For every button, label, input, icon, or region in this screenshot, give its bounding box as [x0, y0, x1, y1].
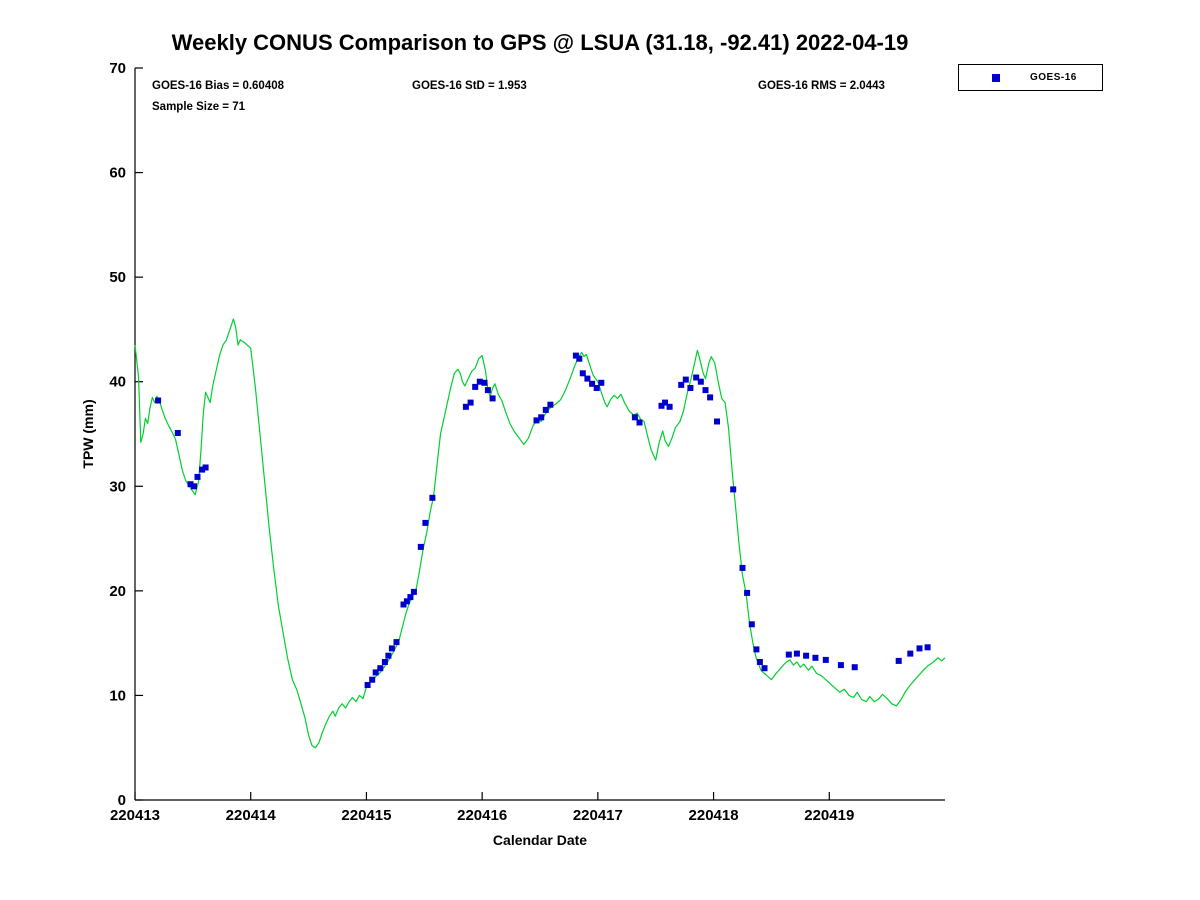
goes16-marker — [400, 601, 407, 608]
goes16-marker — [542, 406, 549, 413]
goes16-marker — [702, 387, 709, 394]
goes16-marker — [429, 494, 436, 501]
goes16-marker — [822, 656, 829, 663]
goes16-marker — [682, 376, 689, 383]
chart-title: Weekly CONUS Comparison to GPS @ LSUA (3… — [171, 30, 909, 55]
goes16-marker — [472, 383, 479, 390]
goes16-marker — [598, 379, 605, 386]
goes16-marker — [693, 374, 700, 381]
goes16-marker — [579, 370, 586, 377]
goes16-marker — [793, 650, 800, 657]
goes16-marker — [576, 355, 583, 362]
stat-rms: GOES-16 RMS = 2.0443 — [758, 80, 885, 92]
stat-sample-size: Sample Size = 71 — [152, 101, 246, 113]
goes16-marker — [385, 652, 392, 659]
legend-label: GOES-16 — [1030, 72, 1077, 83]
goes16-marker — [417, 543, 424, 550]
goes16-marker — [589, 380, 596, 387]
goes16-marker — [739, 564, 746, 571]
goes16-marker — [756, 659, 763, 665]
goes16-marker — [803, 652, 810, 659]
goes16-marker — [658, 402, 665, 409]
goes16-marker — [584, 375, 591, 382]
x-axis-label: Calendar Date — [492, 832, 588, 848]
goes16-marker — [393, 639, 400, 646]
goes16-marker — [785, 651, 792, 658]
goes16-marker — [372, 669, 379, 676]
goes16-marker — [662, 399, 668, 406]
goes16-marker — [202, 464, 209, 471]
y-tick-label: 70 — [109, 60, 126, 77]
goes16-marker — [187, 481, 194, 488]
goes16-marker — [410, 588, 417, 595]
x-tick-label: 220413 — [110, 807, 160, 824]
x-tick-label: 220414 — [226, 807, 277, 824]
goes16-marker — [381, 659, 388, 665]
goes16-marker — [761, 665, 768, 672]
goes16-marker — [364, 682, 371, 688]
goes16-marker — [631, 414, 638, 421]
goes16-marker — [907, 650, 914, 657]
goes16-marker — [707, 394, 714, 401]
goes16-marker — [422, 519, 429, 526]
goes16-marker — [538, 414, 545, 421]
goes16-marker — [199, 466, 206, 473]
y-tick-label: 10 — [109, 687, 126, 704]
y-tick-label: 50 — [109, 269, 126, 286]
goes16-marker — [753, 646, 760, 653]
goes16-marker — [194, 473, 201, 480]
goes16-marker — [748, 621, 755, 628]
legend: GOES-16 — [958, 64, 1103, 91]
x-tick-label: 220417 — [573, 807, 623, 824]
goes16-marker — [678, 381, 685, 388]
goes16-marker — [636, 419, 643, 426]
goes16-marker — [481, 379, 488, 386]
goes16-marker — [407, 594, 414, 601]
goes16-marker — [593, 385, 600, 391]
y-tick-label: 20 — [109, 583, 126, 600]
goes16-marker — [489, 395, 496, 402]
stat-std: GOES-16 StD = 1.953 — [412, 80, 527, 92]
goes16-marker — [730, 486, 737, 493]
goes16-marker — [484, 387, 491, 394]
goes16-marker — [388, 645, 395, 652]
goes16-marker — [687, 385, 694, 391]
goes16-marker — [191, 483, 197, 490]
goes16-marker — [916, 645, 923, 652]
goes16-marker — [547, 401, 554, 408]
goes16-marker — [744, 589, 751, 596]
y-tick-label: 40 — [109, 374, 126, 391]
y-tick-label: 60 — [109, 165, 126, 182]
x-tick-label: 220419 — [804, 807, 854, 824]
goes16-marker — [467, 399, 474, 406]
goes16-marker — [572, 352, 579, 359]
goes16-marker — [462, 403, 469, 410]
x-tick-label: 220418 — [689, 807, 739, 824]
goes16-marker — [666, 403, 673, 410]
goes16-marker — [369, 676, 376, 683]
goes16-marker — [403, 598, 410, 605]
stat-bias: GOES-16 Bias = 0.60408 — [152, 80, 285, 92]
legend-marker-square — [992, 73, 1000, 82]
goes16-marker — [697, 378, 704, 385]
goes16-marker — [174, 430, 181, 436]
goes16-marker — [476, 378, 483, 385]
goes16-marker — [895, 657, 902, 664]
goes16-marker — [155, 397, 162, 404]
goes16-marker — [812, 654, 819, 661]
goes16-marker — [377, 665, 384, 672]
goes16-marker — [924, 644, 931, 651]
x-tick-label: 220415 — [341, 807, 391, 824]
y-tick-label: 0 — [118, 792, 126, 809]
goes16-marker — [851, 664, 858, 671]
goes16-marker — [533, 417, 540, 424]
gps-line — [134, 318, 946, 749]
goes16-marker — [714, 418, 720, 425]
x-tick-label: 220416 — [457, 807, 507, 824]
y-tick-label: 30 — [109, 478, 126, 495]
goes16-marker — [837, 662, 844, 669]
